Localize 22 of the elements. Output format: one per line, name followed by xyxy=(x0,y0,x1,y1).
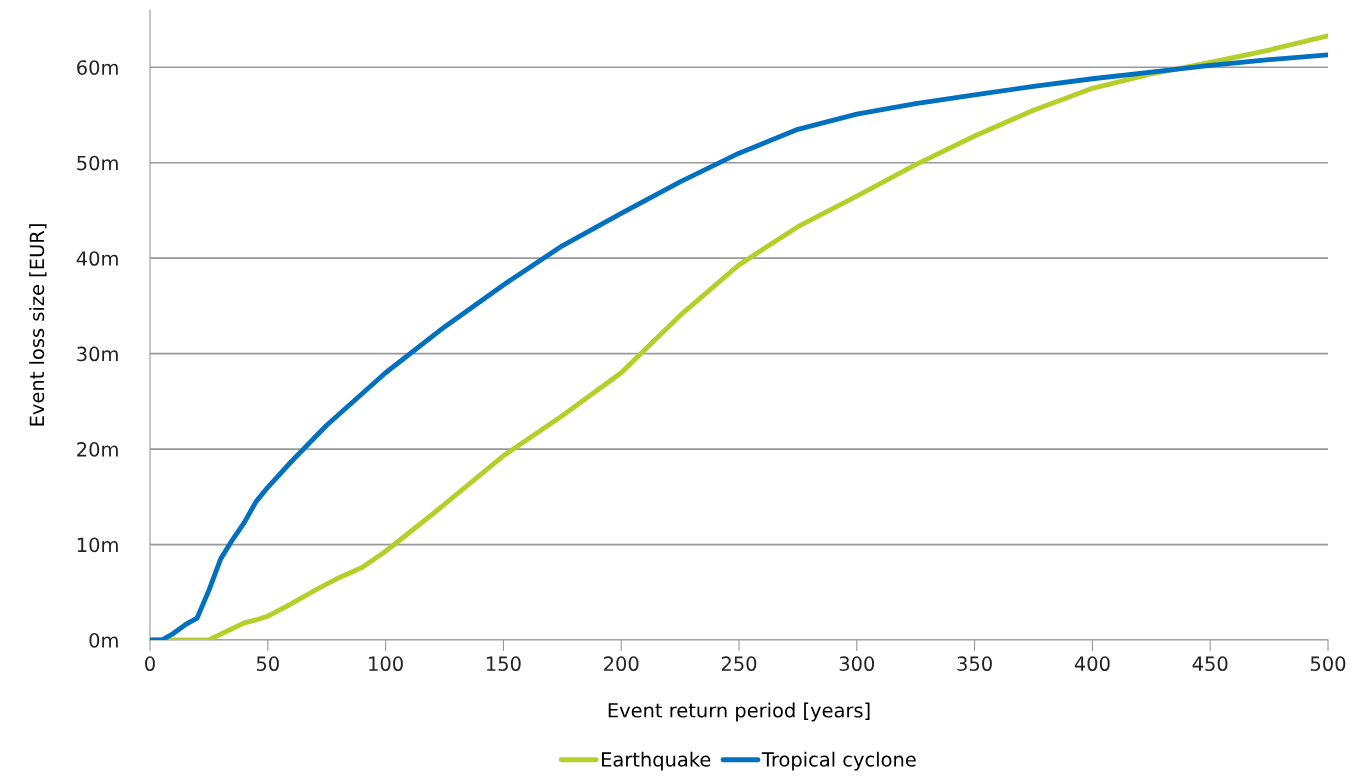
x-tick-label: 350 xyxy=(957,656,992,672)
x-tick-label: 250 xyxy=(721,656,757,672)
y-tick-label: 10m xyxy=(77,537,118,553)
legend-label: Earthquake xyxy=(602,751,711,771)
y-axis-title: Event loss size [EUR] xyxy=(29,224,47,426)
y-tick-label: 50m xyxy=(77,155,118,171)
y-tick-label: 0m xyxy=(89,632,118,648)
y-tick-label: 60m xyxy=(77,60,118,75)
x-axis-title: Event return period [years] xyxy=(608,702,870,722)
x-tick-label: 300 xyxy=(839,656,875,672)
x-tick-label: 400 xyxy=(1074,656,1110,672)
x-tick-label: 100 xyxy=(369,656,403,672)
y-tick-label: 40m xyxy=(76,251,118,266)
y-tick-label: 30m xyxy=(77,346,118,362)
x-tick-label: 150 xyxy=(486,656,521,672)
x-tick-label: 50 xyxy=(256,656,279,672)
x-tick-label: 200 xyxy=(604,656,639,672)
x-tick-label: 0 xyxy=(145,656,155,672)
x-tick-label: 450 xyxy=(1192,656,1228,672)
x-tick-label: 500 xyxy=(1310,656,1346,672)
legend-label: Tropical cyclone xyxy=(761,751,916,771)
y-tick-label: 20m xyxy=(77,442,118,457)
